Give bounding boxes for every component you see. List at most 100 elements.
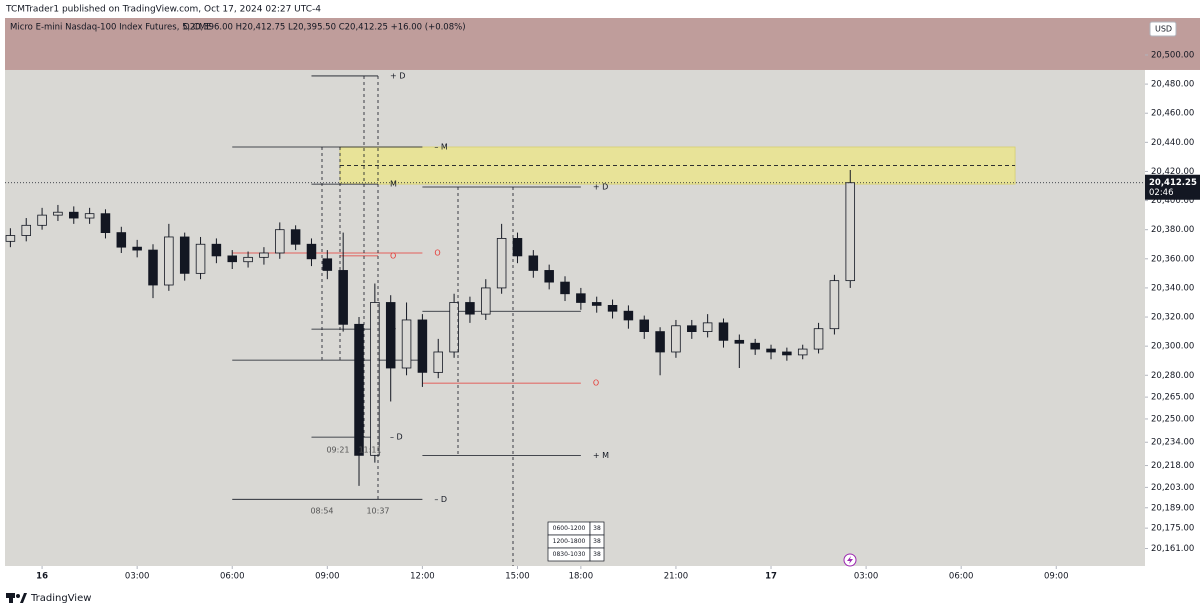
y-tick-label: 20,203.00 — [1151, 483, 1194, 493]
chart-title: Micro E-mini Nasdaq-100 Index Futures, 5… — [10, 23, 212, 33]
y-tick-label: 20,218.00 — [1151, 461, 1194, 471]
brand: TradingView — [30, 593, 91, 604]
x-tick-label: 03:00 — [125, 572, 150, 582]
x-tick-label: 09:00 — [315, 572, 340, 582]
level-label: O — [593, 379, 599, 388]
y-tick-label: 20,500.00 — [1151, 50, 1194, 60]
level-label: – D — [390, 433, 403, 442]
time-label: 08:54 — [310, 507, 333, 516]
candle-body — [401, 319, 412, 369]
x-tick-label: 17 — [765, 572, 777, 582]
candle-body — [5, 235, 16, 242]
y-axis: 20,500.00 20,480.00 20,460.00 20,440.00 20,4… — [1145, 50, 1200, 554]
y-tick-label: 20,280.00 — [1151, 371, 1194, 381]
candle-body — [623, 310, 634, 321]
candle-body — [766, 348, 776, 353]
table-cell — [589, 547, 605, 562]
level-label: M — [390, 180, 397, 189]
candle-body — [354, 323, 364, 456]
ohlc-values: O20,396.00 H20,412.75 L20,395.50 C20,412… — [183, 23, 466, 33]
table-text: 38 — [593, 538, 601, 545]
plot-area — [5, 18, 1145, 566]
candle-body — [734, 339, 745, 344]
candle-body — [275, 229, 285, 254]
candle-body — [179, 236, 190, 274]
candle-body — [21, 224, 31, 236]
candle-body — [290, 229, 301, 245]
level-label: O — [434, 248, 440, 257]
tradingview-logo — [6, 593, 27, 603]
candle-body — [528, 255, 539, 271]
x-tick-label: 06:00 — [949, 572, 974, 582]
candle-body — [84, 213, 95, 219]
candle-body — [116, 232, 127, 248]
currency: USD — [1155, 25, 1172, 34]
candle-body — [227, 255, 237, 263]
candle-body — [306, 243, 317, 260]
table-text: 1200-1800 — [553, 538, 586, 545]
candle-body — [53, 211, 63, 216]
y-tick-label: 20,360.00 — [1151, 254, 1194, 264]
candle-body — [481, 287, 491, 315]
table-text: 38 — [593, 525, 601, 532]
alert-bolt — [847, 556, 853, 564]
candle-body — [164, 236, 174, 286]
candle-body — [449, 302, 459, 353]
candle-body — [433, 351, 444, 373]
y-tick-label: 20,265.00 — [1151, 393, 1194, 403]
candle-body — [322, 258, 333, 271]
candle-body — [243, 256, 253, 263]
last-price-tag — [1145, 174, 1200, 200]
supply-zone — [5, 18, 1200, 70]
time-axis — [0, 566, 1200, 586]
level-label: – M — [434, 142, 448, 151]
x-tick-label: 12:00 — [410, 572, 435, 582]
candle-body — [512, 238, 523, 257]
candle-body — [845, 182, 856, 282]
candle-body — [829, 280, 840, 330]
table-text: 0830-1030 — [553, 551, 586, 558]
countdown: 02:46 — [1149, 188, 1174, 198]
candle-body — [69, 211, 79, 219]
y-tick-label: 20,175.00 — [1151, 524, 1194, 534]
candle-body — [702, 322, 713, 333]
candle-body — [259, 252, 269, 258]
candle-body — [211, 243, 222, 257]
price-axis — [1145, 18, 1200, 566]
time-label: 09:21 — [326, 446, 349, 455]
y-tick-label: 20,340.00 — [1151, 283, 1194, 293]
y-tick-label: 20,161.00 — [1151, 544, 1194, 554]
y-tick-label: 20,460.00 — [1151, 109, 1194, 119]
candle-body — [465, 302, 475, 315]
candle-body — [687, 325, 697, 333]
candle-body — [148, 249, 158, 286]
candle-body — [797, 348, 808, 356]
session-markers — [321, 76, 514, 566]
y-tick-label: 20,320.00 — [1151, 313, 1194, 323]
level-label: + D — [593, 183, 608, 192]
currency-box — [1149, 21, 1177, 37]
candle-body — [639, 319, 650, 333]
y-tick-label: 20,440.00 — [1151, 138, 1194, 148]
level-label: + D — [390, 71, 405, 80]
candle-body — [560, 281, 570, 295]
candle-body — [782, 351, 792, 356]
candle-body — [607, 304, 618, 312]
x-axis: 16 03:00 06:00 09:00 12:00 15:00 18:00 21:00 17 0… — [36, 566, 1069, 582]
candle-body — [591, 302, 602, 306]
session-table: 0600-1200 38 1200-1800 38 0830-1030 38 — [547, 521, 605, 562]
level-label: O — [390, 251, 396, 260]
candle-body — [718, 322, 729, 341]
candle-body — [496, 238, 507, 289]
last-price-label: 20,412.25 — [1149, 178, 1197, 188]
candle-body — [417, 319, 428, 373]
candle-body — [671, 325, 681, 353]
x-tick-label: 18:00 — [569, 572, 594, 582]
time-label: 11:11 — [358, 446, 381, 455]
candle-body — [195, 243, 206, 274]
candle-body — [385, 302, 396, 369]
candle-body — [100, 213, 111, 233]
y-tick-label: 20,400.00 — [1151, 196, 1194, 206]
level-label: – D — [434, 495, 447, 504]
